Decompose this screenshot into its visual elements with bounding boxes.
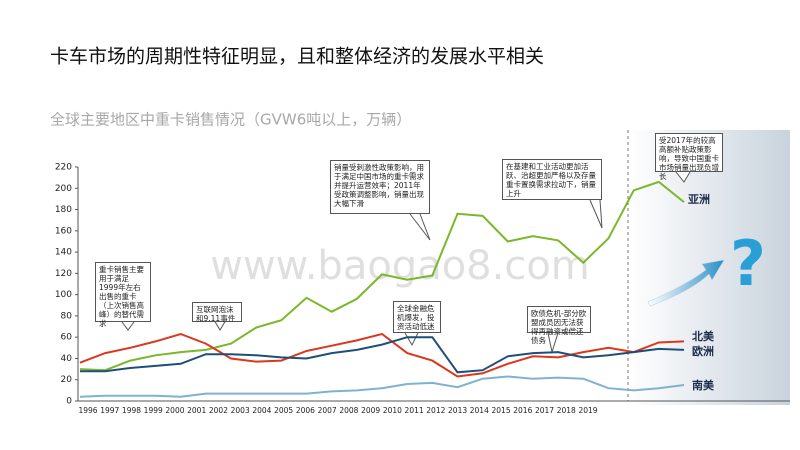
trend-arrow	[647, 259, 725, 307]
y-tick-label: 80	[61, 311, 73, 321]
x-tick-label: 2018	[557, 406, 576, 415]
x-tick-label: 2003	[231, 406, 250, 415]
y-tick-label: 20	[61, 375, 73, 385]
callout-tail	[675, 171, 691, 183]
x-tick-label: 2004	[252, 406, 271, 415]
chart-subtitle: 全球主要地区中重卡销售情况（GVW6吨以上，万辆）	[50, 111, 411, 129]
series-label: 南美	[692, 378, 715, 392]
y-tick-label: 60	[61, 333, 73, 343]
series-line	[79, 332, 685, 378]
x-tick-label: 2005	[274, 406, 293, 415]
y-tick-label: 220	[55, 163, 72, 173]
x-tick-label: 2010	[383, 406, 402, 415]
series-label: 亚洲	[688, 193, 710, 206]
x-tick-label: 2011	[405, 406, 424, 415]
x-tick-label: 2015	[492, 406, 511, 415]
y-tick-label: 200	[55, 184, 72, 194]
annotation: 受2017年的较高高额补贴政策影响，导致中国重卡市场销量出现负增长	[655, 133, 723, 181]
callout-tail	[589, 199, 603, 229]
series-label: 欧洲	[692, 344, 714, 358]
y-tick-label: 40	[61, 354, 73, 364]
x-tick-label: 2014	[470, 406, 489, 415]
series-label: 北美	[692, 329, 715, 343]
x-tick-label: 2017	[535, 406, 554, 415]
annotation: 销量受刺激性政策影响，用于满足中国市场的重卡需求并提升运营效率；2011年受政策…	[330, 160, 430, 214]
annotation: 互联网泡沫和9.11事件	[192, 302, 242, 323]
annotation: 全球金融危机爆发，投资活动低迷	[393, 301, 441, 333]
callout-tail	[121, 321, 135, 331]
callout-tail	[404, 332, 419, 347]
annotation: 在基建和工业活动更加活跃、治超更加严格以及存量重卡置换需求拉动下，销量上升	[502, 159, 602, 200]
x-tick-label: 2016	[513, 406, 532, 415]
y-tick-label: 180	[55, 205, 72, 215]
y-tick-label: 100	[55, 290, 72, 300]
x-tick-label: 2019	[578, 406, 597, 415]
x-tick-label: 1998	[122, 406, 141, 415]
series-line	[80, 336, 685, 374]
x-tick-label: 2007	[318, 406, 337, 415]
series-line	[79, 180, 685, 372]
question-mark: ?	[730, 227, 766, 300]
callout-tail	[213, 319, 227, 331]
x-tick-label: 2008	[339, 406, 358, 415]
x-tick-label: 2009	[361, 406, 380, 415]
x-tick-label: 2013	[448, 406, 467, 415]
y-tick-label: 160	[55, 226, 72, 236]
x-tick-label: 2002	[209, 406, 228, 415]
slide-title: 卡车市场的周期性特征明显，且和整体经济的发展水平相关	[50, 46, 544, 68]
annotation: 欧债危机-部分欧盟成员因无法获得再融资或偿还债务	[527, 306, 591, 345]
x-tick-label: 2001	[187, 406, 206, 415]
x-tick-label: 2006	[296, 406, 315, 415]
y-tick-label: 140	[55, 248, 72, 258]
x-tick-label: 1996	[78, 406, 97, 415]
annotation: 重卡销售主要用于满足1999年左右出售的重卡（上次销售高峰）的替代需求	[95, 262, 151, 328]
series-line	[79, 375, 685, 398]
callout-tail	[409, 213, 431, 241]
x-tick-label: 2012	[426, 406, 445, 415]
y-tick-label: 120	[55, 269, 72, 279]
y-tick-label: 0	[66, 397, 72, 407]
watermark: www.baogao8.com	[210, 243, 590, 289]
x-tick-label: 2000	[165, 406, 184, 415]
x-tick-label: 1997	[100, 406, 119, 415]
x-tick-label: 1999	[144, 406, 163, 415]
